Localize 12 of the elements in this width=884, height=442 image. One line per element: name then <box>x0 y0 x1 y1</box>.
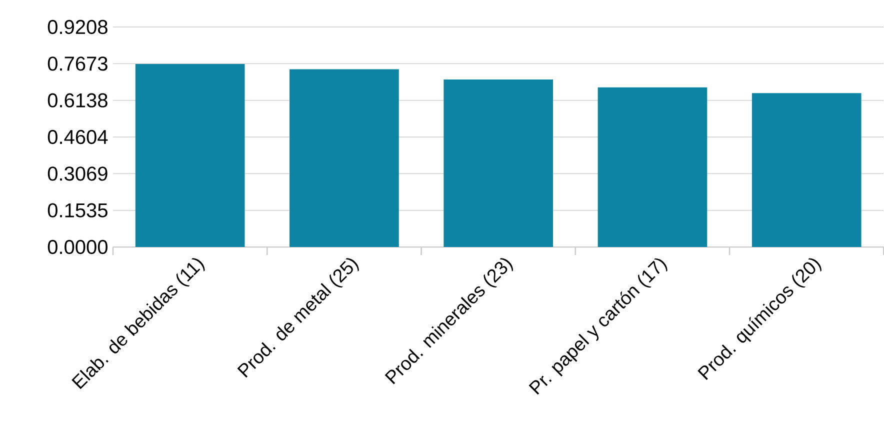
bar <box>444 80 554 247</box>
y-tick-label: 0.9208 <box>48 20 108 34</box>
y-tick-label: 0.4604 <box>48 130 108 144</box>
bar <box>752 93 862 247</box>
y-tick-label: 0.3069 <box>48 166 108 181</box>
y-tick-label: 0.1535 <box>48 203 108 218</box>
y-tick-label: 0.6138 <box>48 93 108 108</box>
bar <box>598 87 708 247</box>
bar <box>135 64 245 247</box>
y-tick-label: 0.7673 <box>48 56 108 71</box>
y-tick-label: 0.0000 <box>48 240 108 254</box>
bar <box>290 69 399 247</box>
